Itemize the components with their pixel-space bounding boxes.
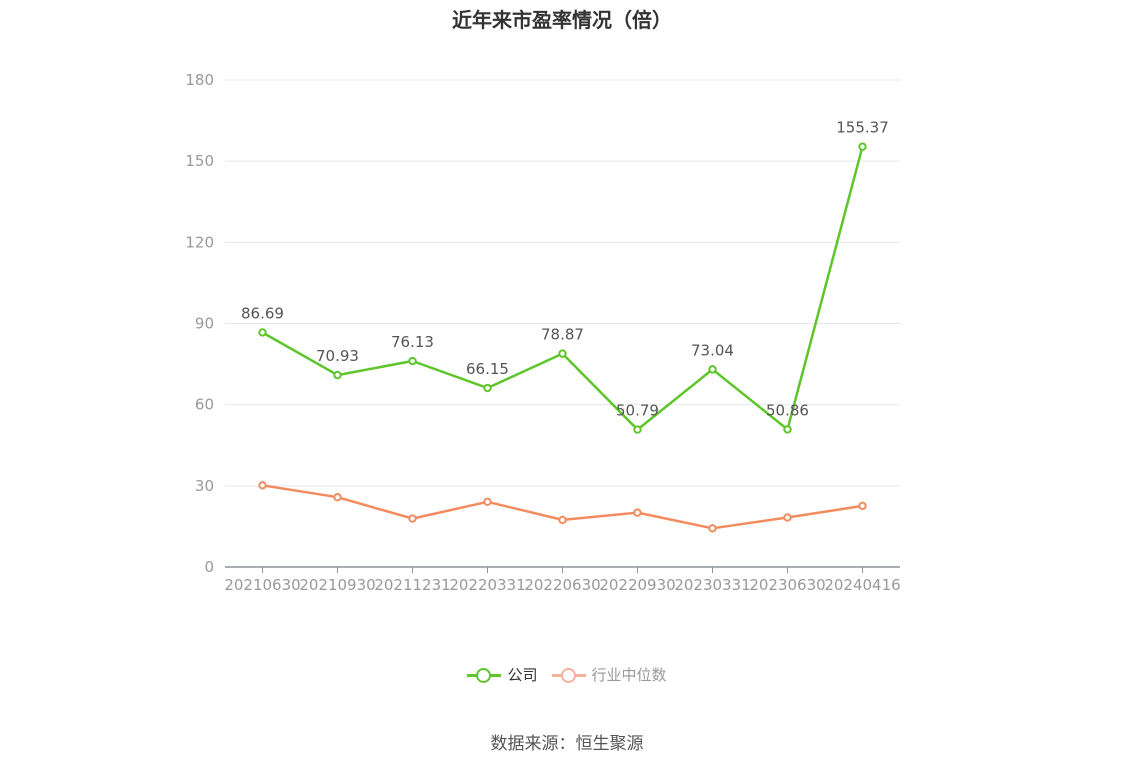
legend: 公司 行业中位数 bbox=[0, 664, 1134, 685]
data-label-company: 50.79 bbox=[616, 402, 659, 420]
data-points bbox=[258, 142, 867, 533]
data-point-company bbox=[558, 349, 567, 358]
legend-label-company: 公司 bbox=[507, 666, 538, 684]
y-tick-label: 30 bbox=[195, 477, 214, 495]
x-tick-label: 20210630 bbox=[224, 576, 300, 594]
data-point-company bbox=[483, 383, 492, 393]
data-point-company bbox=[408, 356, 417, 366]
data-point-company bbox=[783, 425, 792, 434]
y-tick-label: 0 bbox=[204, 558, 214, 576]
data-point-company bbox=[708, 365, 717, 374]
x-tick-label: 20230331 bbox=[674, 576, 750, 594]
data-source: 数据来源：恒生聚源 bbox=[490, 734, 644, 754]
x-tick-label: 20220930 bbox=[599, 576, 675, 594]
legend-marker-company bbox=[467, 667, 502, 683]
y-tick-label: 90 bbox=[195, 315, 214, 333]
data-point-industry bbox=[858, 501, 867, 511]
axes: 0 30 60 90 120 150 180 202106302021093020211231… bbox=[185, 71, 900, 594]
data-point-company bbox=[258, 328, 267, 337]
data-label-company: 155.37 bbox=[836, 119, 889, 137]
y-tick-label: 180 bbox=[185, 71, 214, 89]
x-tick-label: 20211231 bbox=[374, 576, 450, 594]
data-label-company: 78.87 bbox=[541, 326, 584, 344]
data-point-industry bbox=[408, 514, 417, 523]
data-point-industry bbox=[708, 524, 717, 533]
data-point-industry bbox=[258, 481, 267, 490]
data-point-industry bbox=[333, 492, 342, 502]
x-tick-label: 20210930 bbox=[299, 576, 375, 594]
y-tick-label: 150 bbox=[185, 152, 214, 170]
data-labels: 86.69 70.93 76.13 66.15 78.87 50.79 73.04 50.86… bbox=[241, 119, 889, 420]
data-point-company bbox=[858, 142, 867, 151]
data-label-company: 50.86 bbox=[766, 401, 809, 419]
x-tick-label: 20240416 bbox=[824, 576, 900, 594]
grid-lines bbox=[225, 79, 900, 487]
data-point-company bbox=[333, 370, 342, 380]
data-label-company: 76.13 bbox=[391, 333, 434, 351]
legend-item-industry[interactable]: 行业中位数 bbox=[551, 664, 667, 685]
data-point-industry bbox=[783, 513, 792, 522]
data-label-company: 73.04 bbox=[691, 341, 734, 359]
x-tick-label: 20230630 bbox=[749, 576, 825, 594]
data-point-industry bbox=[633, 508, 642, 517]
legend-label-industry: 行业中位数 bbox=[591, 666, 667, 684]
data-point-company bbox=[633, 425, 642, 434]
data-point-industry bbox=[483, 497, 492, 506]
legend-marker-industry bbox=[551, 667, 586, 683]
data-point-industry bbox=[558, 515, 567, 525]
data-label-company: 86.69 bbox=[241, 304, 284, 322]
series-line-company bbox=[261, 146, 864, 431]
x-tick-label: 20220331 bbox=[449, 576, 525, 594]
x-tick-label: 20220630 bbox=[524, 576, 600, 594]
y-tick-label: 60 bbox=[195, 396, 214, 414]
chart-title: 近年来市盈率情况（倍） bbox=[452, 8, 672, 32]
y-tick-label: 120 bbox=[185, 233, 214, 251]
legend-item-company[interactable]: 公司 bbox=[467, 664, 538, 685]
data-label-company: 66.15 bbox=[466, 360, 509, 378]
data-label-company: 70.93 bbox=[316, 347, 359, 365]
